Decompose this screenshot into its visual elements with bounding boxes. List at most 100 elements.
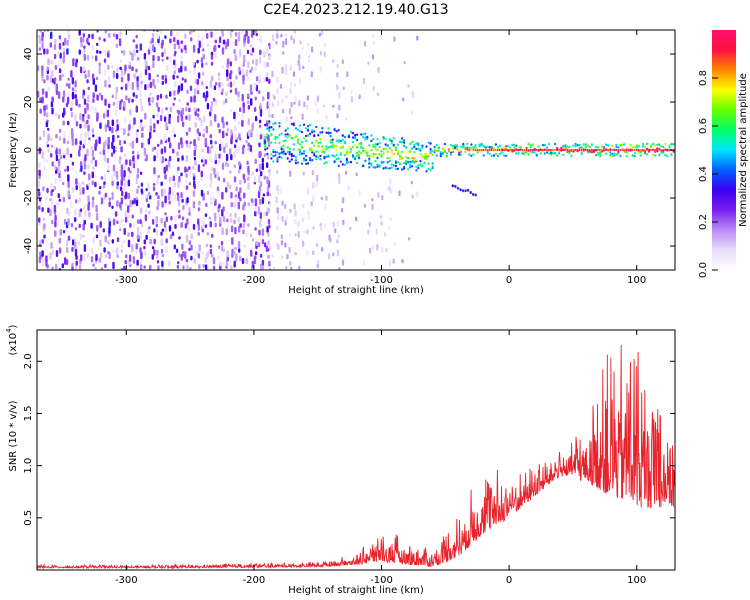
spectrogram-cell [336, 249, 339, 257]
spectrogram-cell [196, 113, 200, 118]
spectrogram-cell [323, 162, 326, 165]
spectrogram-cell [116, 67, 119, 73]
spectrogram-cell [258, 119, 262, 124]
spectrogram-cell [421, 144, 424, 147]
spectrogram-cell [153, 249, 156, 256]
spectrogram-cell [325, 161, 328, 164]
spectrogram-cell [543, 152, 546, 155]
spectrogram-cell [169, 38, 172, 44]
spectrogram-cell [210, 166, 214, 172]
spectrogram-cell [637, 144, 640, 148]
spectrogram-cell [609, 149, 611, 151]
spectrogram-cell [233, 202, 236, 208]
spectrogram-cell [120, 146, 123, 153]
spectrogram-cell [144, 68, 148, 76]
spectrogram-cell [645, 149, 648, 151]
spectrogram-cell [213, 197, 216, 202]
spectrogram-cell [392, 153, 395, 156]
spectrogram-cell [318, 32, 321, 37]
spectrogram-cell [298, 64, 301, 71]
spectrogram-cell [69, 153, 73, 158]
spectrogram-cell [345, 170, 348, 175]
spectrogram-cell [124, 64, 127, 72]
spectrogram-cell [197, 137, 200, 142]
spectrogram-cell [496, 154, 500, 158]
spectrogram-cell [301, 113, 304, 120]
spectrogram-cell [197, 231, 200, 236]
spectrogram-cell [515, 152, 518, 155]
spectrogram-cell [87, 195, 90, 202]
spectrogram-cell [91, 33, 94, 40]
spectrogram-cell [594, 154, 598, 157]
spectrogram-cell [662, 149, 664, 151]
spectrogram-cell [51, 70, 54, 77]
spectrogram-cell [193, 107, 196, 112]
spectrogram-cell [242, 105, 245, 114]
spectrogram-cell [234, 227, 237, 235]
spectrogram-cell [490, 154, 493, 158]
spectrogram-cell [284, 204, 287, 209]
colorbar-tick-label: 0.4 [698, 166, 709, 182]
spectrogram-cell [95, 76, 99, 81]
spectrogram-cell [156, 254, 159, 259]
spectrogram-cell [269, 245, 272, 250]
snr-y-tick-label: 1.0 [23, 458, 34, 474]
spectrogram-cell [302, 240, 305, 247]
spectrogram-cell [58, 68, 62, 74]
spectrogram-cell [233, 219, 236, 225]
spectrogram-cell [617, 146, 620, 149]
spectrogram-cell [241, 93, 244, 102]
spectrogram-cell [278, 125, 281, 128]
spectrogram-cell [429, 142, 432, 145]
spectrogram-cell [204, 224, 208, 228]
spectrogram-cell [119, 220, 122, 229]
spectrogram-cell [74, 248, 78, 257]
spectrogram-cell [292, 71, 296, 77]
spectrogram-cell [398, 162, 402, 166]
spectrogram-cell [141, 142, 144, 149]
spectrogram-cell [144, 214, 148, 222]
spectrogram-cell [337, 140, 340, 143]
spectrogram-cell [388, 260, 391, 267]
spectrogram-cell [566, 145, 569, 148]
spectrogram-cell [38, 217, 41, 223]
spectrogram-cell [255, 58, 258, 66]
spectrogram-cell [454, 146, 457, 149]
spectrogram-cell [250, 132, 253, 138]
spectrogram-cell [84, 210, 87, 217]
spectrogram-cell [263, 211, 266, 217]
spectrogram-cell [611, 144, 614, 148]
spectrogram-cell [435, 149, 438, 153]
spectrogram-cell [185, 155, 189, 162]
spectrogram-cell [280, 156, 283, 159]
spectrogram-cell [280, 146, 283, 149]
spectrogram-cell [445, 152, 448, 155]
spectrogram-cell [325, 148, 328, 151]
spectrogram-cell [654, 144, 657, 147]
spectrogram-cell [327, 146, 330, 149]
spectrogram-cell [645, 153, 649, 156]
spectrogram-cell [315, 150, 318, 153]
spectrogram-cell [261, 259, 265, 266]
spectrogram-cell [230, 70, 233, 75]
spectrogram-cell [222, 130, 225, 139]
spectrogram-cell [615, 143, 618, 147]
spectrogram-cell [108, 197, 111, 201]
spectrogram-cell [205, 86, 208, 90]
spectrogram-cell [184, 78, 187, 83]
spectrogram-cell [247, 182, 250, 190]
spectrogram-cell [372, 166, 375, 169]
spectrogram-cell [58, 148, 61, 155]
spectrogram-cell [267, 240, 270, 245]
spectrogram-cell [264, 143, 267, 146]
spectrogram-cell [466, 146, 469, 149]
spectrogram-cell [396, 161, 399, 164]
spectrogram-cell [176, 109, 179, 114]
spectrogram-cell [190, 255, 193, 261]
spectrogram-cell [95, 55, 98, 62]
spectrogram-cell [411, 165, 414, 168]
spectrogram-cell [125, 191, 128, 199]
spectrogram-cell [143, 52, 147, 60]
spectrogram-cell [666, 154, 669, 158]
spectrogram-cell [388, 156, 391, 160]
